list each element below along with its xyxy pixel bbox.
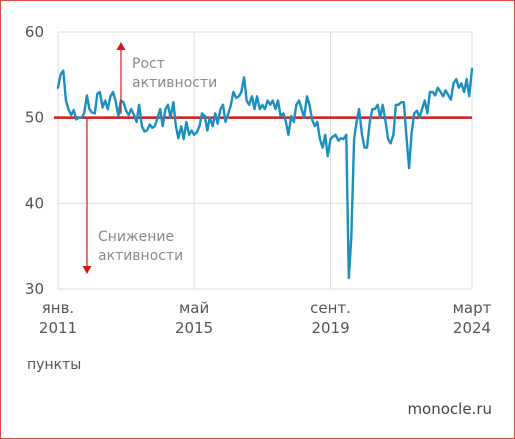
x-tick-label: май [179,299,209,317]
unit-label: пункты [27,357,82,373]
annotation-up-text: Рост [132,56,165,72]
annotation-up-text: активности [132,75,217,91]
x-axis-ticks: янв. 2011 май 2015 сент. 2019 март 2024 [39,299,492,337]
arrow-down-head [82,266,92,274]
annotation-down-text: Снижение [98,229,174,245]
x-tick-label: 2011 [39,319,77,337]
y-tick-label: 50 [25,109,44,127]
y-tick-label: 60 [25,23,44,41]
y-tick-label: 40 [25,194,44,212]
x-tick-label: март [453,299,492,317]
x-tick-label: 2024 [453,319,491,337]
x-tick-label: 2015 [175,319,213,337]
x-tick-label: 2019 [311,319,349,337]
arrow-up-head [116,42,126,50]
y-axis-ticks: 30 40 50 60 [25,23,44,298]
annotation-arrows [82,42,126,274]
annotation-down-text: активности [98,248,183,264]
brand-label: monocle.ru [407,400,492,418]
x-tick-label: сент. [310,299,351,317]
annotations: Рост активности Снижение активности [98,56,217,264]
y-tick-label: 30 [25,280,44,298]
x-tick-label: янв. [42,299,74,317]
series-line [56,67,474,280]
